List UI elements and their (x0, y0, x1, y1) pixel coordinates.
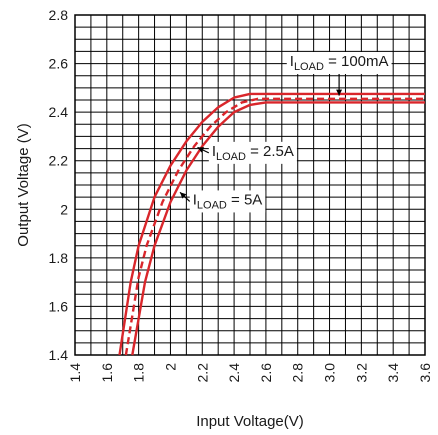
y-tick-labels: 1.4 1.6 1.8 2 2.2 2.4 2.6 2.8 (49, 7, 69, 363)
x-tick-label: 1.8 (131, 363, 147, 383)
y-tick-label: 1.4 (49, 347, 69, 363)
annotations: ILOAD = 100mA ILOAD = 2.5A ILOAD = 5A (179, 52, 392, 213)
annotation-arrowhead-1 (336, 89, 343, 96)
y-tick-label: 2.8 (49, 7, 69, 23)
x-tick-label: 2.8 (290, 363, 306, 383)
annotation-bg-1 (286, 52, 392, 74)
y-tick-label: 1.6 (49, 298, 69, 314)
curves (118, 92, 425, 356)
y-tick-label: 2.6 (49, 56, 69, 72)
x-tick-label: 3.2 (353, 363, 369, 383)
x-axis-label: Input Voltage(V) (196, 413, 304, 430)
x-tick-label: 2 (162, 363, 178, 371)
x-tick-label: 2.2 (194, 363, 210, 383)
annotation-arrowhead-3 (180, 192, 187, 199)
series-line-2 (124, 97, 425, 356)
annotation-arrowhead-2 (197, 147, 205, 153)
x-tick-label: 1.4 (67, 363, 83, 383)
series-line-3 (131, 101, 425, 356)
series-line-1 (118, 92, 425, 356)
annotation-label-1: ILOAD = 100mA (290, 53, 389, 73)
x-tick-label: 3.0 (322, 363, 338, 383)
annotation-label-3: ILOAD = 5A (193, 191, 263, 211)
annotation-bg-2 (208, 141, 297, 164)
y-axis-label: Output Voltage (V) (15, 123, 32, 246)
x-tick-labels: 1.4 1.6 1.8 2 2.2 2.4 2.6 2.8 3.0 3.2 3.4 3.6 (67, 363, 433, 383)
annotation-bg-3 (189, 190, 266, 213)
y-tick-label: 2.4 (49, 104, 69, 120)
minor-grid (75, 15, 425, 355)
y-tick-label: 1.8 (49, 250, 69, 266)
x-tick-label: 1.6 (99, 363, 115, 383)
x-tick-label: 3.4 (385, 363, 401, 383)
y-tick-label: 2.2 (49, 153, 69, 169)
x-tick-label: 2.4 (226, 363, 242, 383)
x-tick-label: 3.6 (417, 363, 433, 383)
y-tick-label: 2 (60, 201, 68, 217)
plot-frame (74, 14, 426, 356)
annotation-label-2: ILOAD = 2.5A (212, 143, 294, 163)
x-tick-label: 2.6 (258, 363, 274, 383)
